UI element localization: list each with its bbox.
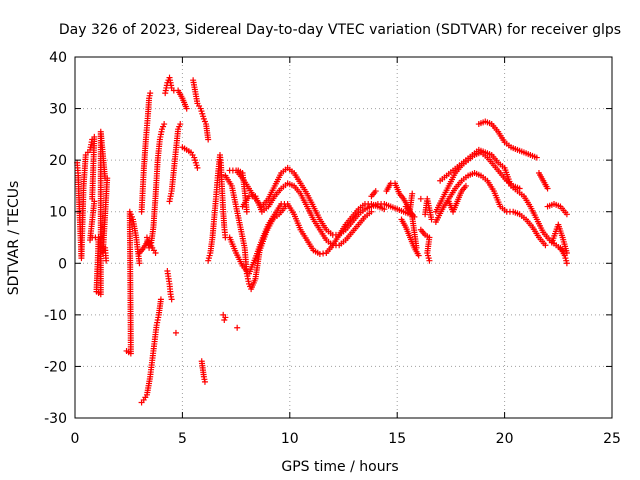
data-point <box>282 203 289 210</box>
data-point <box>152 249 159 256</box>
x-tick-label: 15 <box>388 431 406 447</box>
data-point <box>428 216 435 223</box>
data-point <box>136 260 143 267</box>
data-point <box>157 296 164 303</box>
grid <box>75 57 612 418</box>
plot-frame <box>74 56 613 419</box>
data-point <box>183 105 190 112</box>
data-point <box>147 90 154 97</box>
data-point <box>563 260 570 267</box>
data-point <box>201 378 208 385</box>
data-points <box>74 74 570 406</box>
y-tick-label: 40 <box>49 50 67 66</box>
data-point <box>563 211 570 218</box>
data-point <box>194 164 201 171</box>
y-tick-label: 20 <box>49 153 67 169</box>
data-point <box>103 257 110 264</box>
data-point <box>411 213 418 220</box>
x-axis-label: GPS time / hours <box>281 459 398 475</box>
data-point <box>462 182 469 189</box>
data-point <box>146 244 153 251</box>
data-point <box>417 195 424 202</box>
x-tick-label: 0 <box>71 431 80 447</box>
y-tick-label: 0 <box>58 256 67 272</box>
x-tick-label: 5 <box>178 431 187 447</box>
y-tick-label: 30 <box>49 102 67 118</box>
data-point <box>177 121 184 128</box>
data-point <box>221 317 228 324</box>
y-tick-label: 10 <box>49 205 67 221</box>
data-point <box>415 252 422 259</box>
y-axis-label: SDTVAR / TECUs <box>6 181 22 296</box>
data-point <box>381 206 388 213</box>
data-point <box>544 185 551 192</box>
data-point <box>205 136 212 143</box>
data-point <box>426 257 433 264</box>
x-tick-label: 10 <box>281 431 299 447</box>
data-point <box>234 324 241 331</box>
chart-title: Day 326 of 2023, Sidereal Day-to-day VTE… <box>59 22 621 38</box>
data-point <box>409 190 416 197</box>
data-point <box>533 154 540 161</box>
y-tick-label: -20 <box>44 359 67 375</box>
tick-labels: 0 5 10 15 20 25 -30 -20 -10 0 10 20 30 40 <box>44 50 621 447</box>
data-point <box>161 121 168 128</box>
x-tick-label: 20 <box>496 431 514 447</box>
data-point <box>172 329 179 336</box>
x-tick-label: 25 <box>603 431 621 447</box>
data-point <box>243 208 250 215</box>
y-tick-label: -10 <box>44 308 67 324</box>
data-point <box>368 208 375 215</box>
data-point <box>168 296 175 303</box>
data-point <box>372 188 379 195</box>
data-point <box>542 242 549 249</box>
axis-ticks <box>74 56 613 419</box>
y-tick-label: -30 <box>44 411 67 427</box>
